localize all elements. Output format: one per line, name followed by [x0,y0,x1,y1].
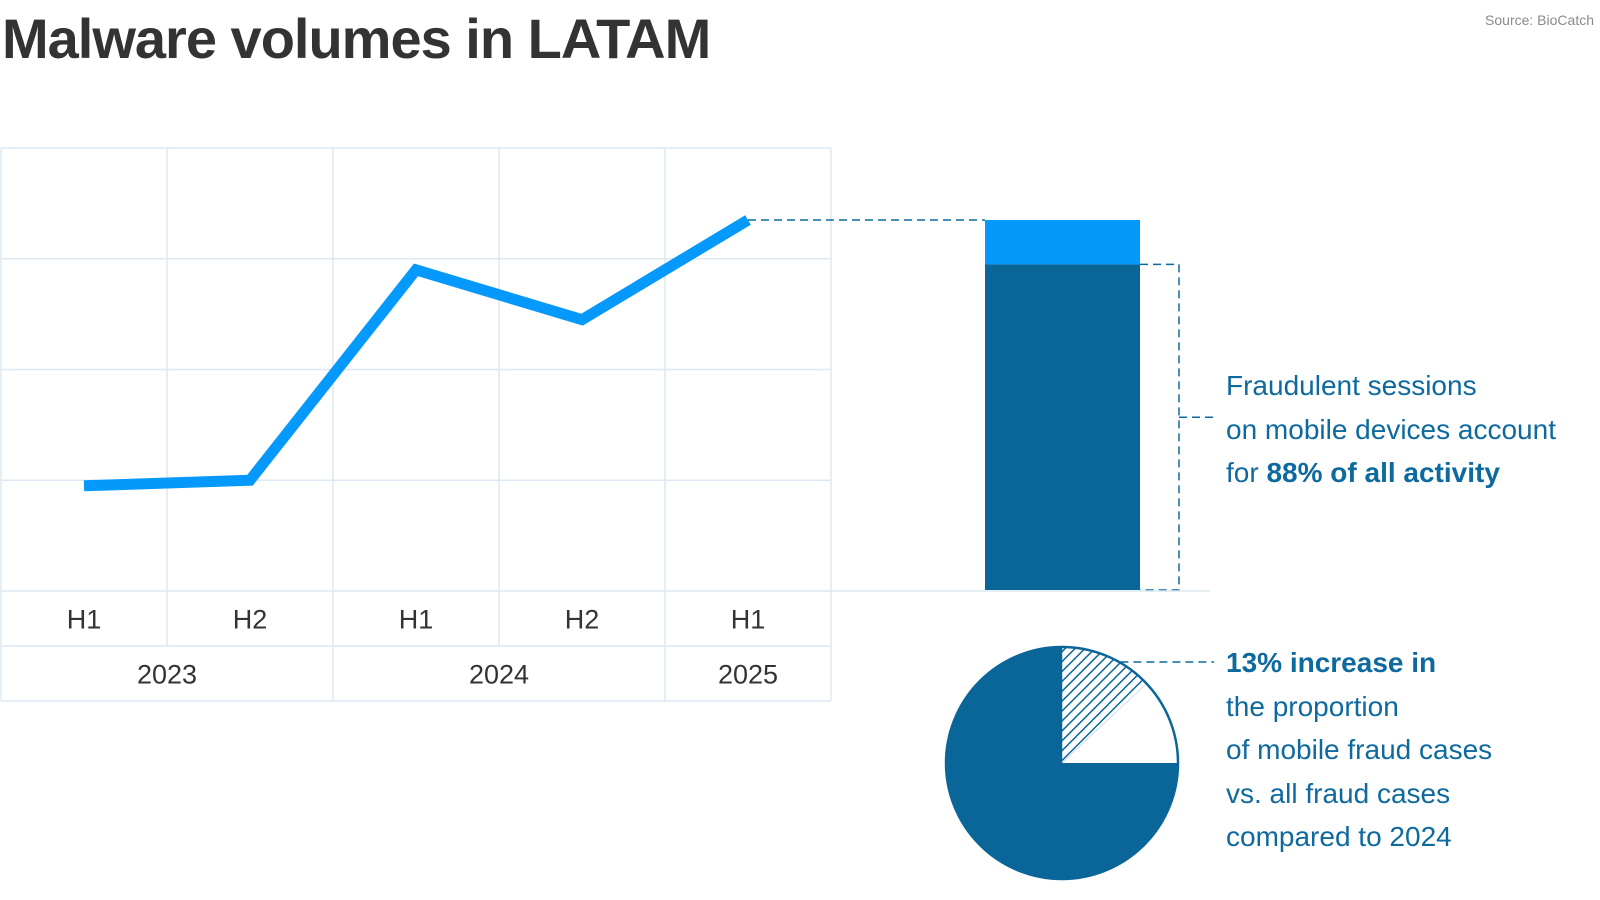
bar-note-line3: for 88% of all activity [1226,451,1556,495]
bar-segment-other [985,219,1140,265]
series-line [83,215,751,492]
chart-title: Malware volumes in LATAM [2,7,711,70]
x-tick-3: H2 [565,605,600,635]
line-chart: H1 H2 H1 H2 H1 2023 2024 2025 [0,147,832,702]
bar-note-prefix: for [1226,457,1267,488]
x-tick-4: H1 [731,605,766,635]
bar-segment-mobile [985,264,1140,590]
pie-slice-increase [1061,646,1147,764]
bar-bracket [1140,263,1180,591]
pie-outline [944,645,1180,881]
pie-note-line2: the proportion [1226,690,1399,722]
x-tick-1: H2 [233,605,268,635]
pie-slice-mobile [945,646,1179,880]
chart-grid [0,147,832,702]
data-points [83,219,749,486]
bar-note-highlight: 88% of all activity [1266,457,1500,488]
x-tick-labels: H1 H2 H1 H2 H1 [67,605,766,635]
source-note: Source: BioCatch [1485,12,1594,28]
pie-note-line4: vs. all fraud cases [1226,777,1451,809]
pie-note-line3: of mobile fraud cases [1226,734,1493,765]
pie-note-line1: 13% increase in [1226,641,1492,685]
bar-note-line1: Fraudulent sessions [1226,370,1477,401]
x-tick-2: H1 [399,605,434,635]
x-year-labels: 2023 2024 2025 [137,660,778,690]
year-label-2: 2025 [718,660,778,690]
pie-slice-rest [1062,683,1178,763]
pie-note-line5: compared to 2024 [1226,821,1452,852]
x-tick-0: H1 [67,605,102,635]
pie-annotation: 13% increase in the proportion of mobile… [1226,641,1492,859]
pie-slices [945,646,1179,880]
year-label-0: 2023 [137,660,197,690]
year-label-1: 2024 [469,660,529,690]
pie-note-highlight: 13% increase in [1226,647,1437,678]
bar-annotation: Fraudulent sessions on mobile devices ac… [1226,364,1556,495]
bar-note-line2: on mobile devices account [1226,413,1556,445]
